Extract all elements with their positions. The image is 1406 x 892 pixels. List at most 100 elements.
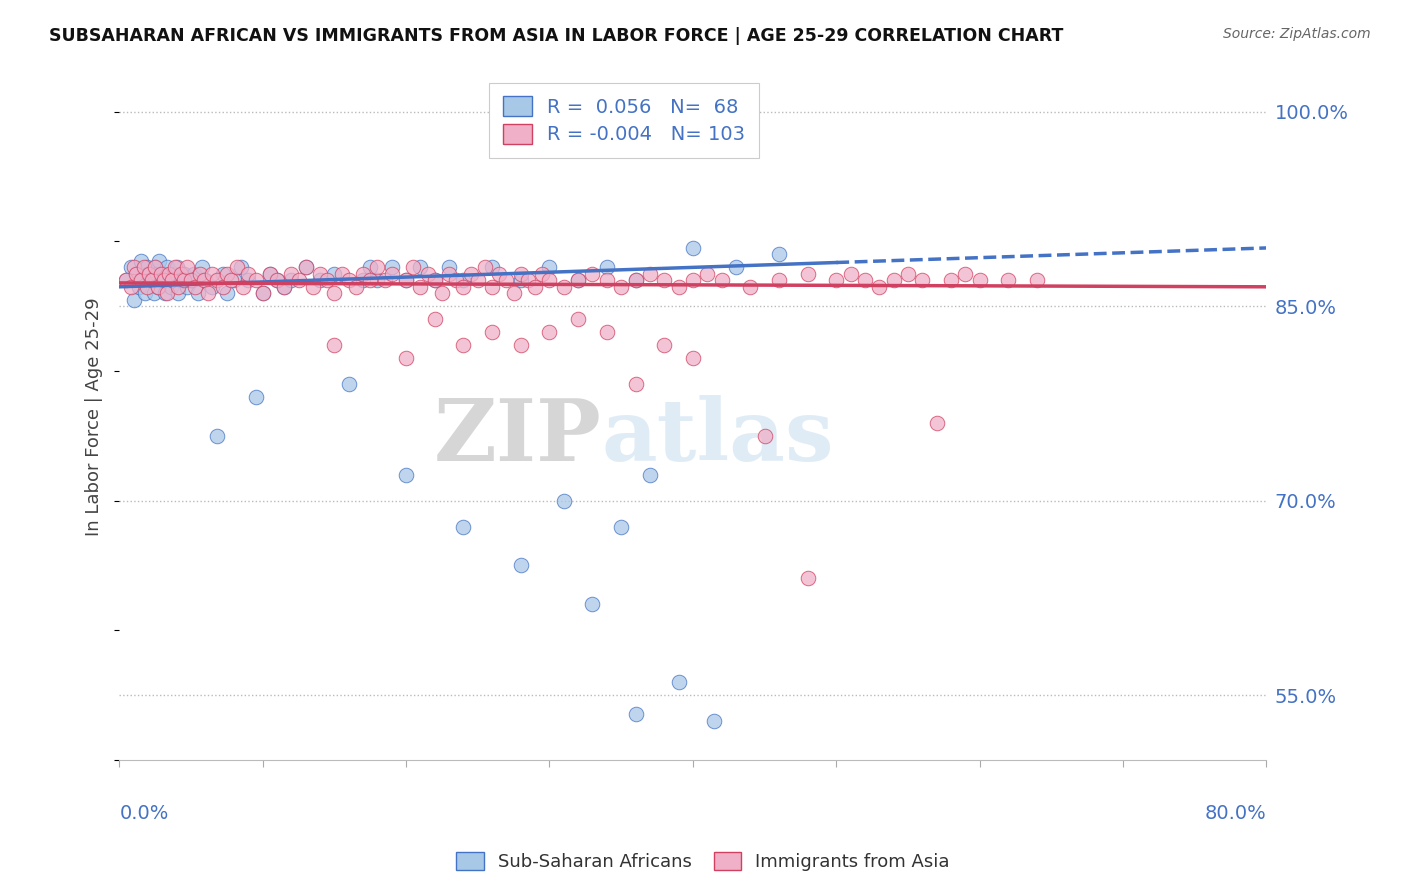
Point <box>162 273 184 287</box>
Point <box>125 267 148 281</box>
Point <box>460 267 482 281</box>
Point <box>232 280 254 294</box>
Point <box>925 416 948 430</box>
Point <box>245 273 267 287</box>
Point <box>170 273 193 287</box>
Point <box>481 325 503 339</box>
Point <box>538 260 561 275</box>
Point <box>142 286 165 301</box>
Point <box>624 273 647 287</box>
Point <box>159 273 181 287</box>
Point <box>176 260 198 275</box>
Point <box>252 286 274 301</box>
Point <box>997 273 1019 287</box>
Point <box>139 273 162 287</box>
Point <box>273 280 295 294</box>
Point <box>211 280 233 294</box>
Point <box>402 260 425 275</box>
Point <box>191 260 214 275</box>
Point <box>509 273 531 287</box>
Point <box>703 714 725 728</box>
Point <box>266 273 288 287</box>
Point <box>509 338 531 352</box>
Point <box>682 273 704 287</box>
Point <box>581 267 603 281</box>
Point <box>180 273 202 287</box>
Point <box>259 267 281 281</box>
Point <box>280 267 302 281</box>
Point <box>682 351 704 365</box>
Point <box>180 273 202 287</box>
Point <box>176 280 198 294</box>
Point <box>359 273 381 287</box>
Point <box>128 280 150 294</box>
Point <box>502 286 524 301</box>
Point <box>430 286 453 301</box>
Point <box>215 286 238 301</box>
Point <box>652 338 675 352</box>
Point <box>316 273 339 287</box>
Point <box>146 280 169 294</box>
Point <box>131 273 153 287</box>
Point <box>467 273 489 287</box>
Point <box>165 260 187 275</box>
Text: Source: ZipAtlas.com: Source: ZipAtlas.com <box>1223 27 1371 41</box>
Point <box>825 273 848 287</box>
Legend: Sub-Saharan Africans, Immigrants from Asia: Sub-Saharan Africans, Immigrants from As… <box>450 845 956 879</box>
Point <box>610 519 633 533</box>
Point <box>344 280 367 294</box>
Point <box>120 280 142 294</box>
Point <box>238 267 260 281</box>
Point <box>152 267 174 281</box>
Point <box>193 273 215 287</box>
Text: SUBSAHARAN AFRICAN VS IMMIGRANTS FROM ASIA IN LABOR FORCE | AGE 25-29 CORRELATIO: SUBSAHARAN AFRICAN VS IMMIGRANTS FROM AS… <box>49 27 1063 45</box>
Point <box>710 273 733 287</box>
Point <box>531 267 554 281</box>
Point <box>638 267 661 281</box>
Point <box>911 273 934 287</box>
Point <box>352 267 374 281</box>
Point <box>187 286 209 301</box>
Point <box>225 260 247 275</box>
Point <box>423 312 446 326</box>
Point <box>453 280 475 294</box>
Point <box>740 280 762 294</box>
Point <box>146 280 169 294</box>
Point <box>167 280 190 294</box>
Point <box>596 273 619 287</box>
Point <box>359 260 381 275</box>
Point <box>222 273 245 287</box>
Point <box>337 377 360 392</box>
Point <box>132 260 155 275</box>
Point <box>152 273 174 287</box>
Point <box>330 267 353 281</box>
Point <box>309 267 332 281</box>
Point <box>122 260 145 275</box>
Point <box>638 467 661 482</box>
Text: 80.0%: 80.0% <box>1205 805 1267 823</box>
Point <box>143 260 166 275</box>
Point <box>273 280 295 294</box>
Point <box>366 260 388 275</box>
Point <box>205 273 228 287</box>
Point <box>409 260 432 275</box>
Point <box>145 267 167 281</box>
Point <box>337 273 360 287</box>
Point <box>125 267 148 281</box>
Point <box>724 260 747 275</box>
Point <box>381 260 404 275</box>
Point <box>796 571 818 585</box>
Point <box>323 338 346 352</box>
Point <box>188 267 211 281</box>
Point <box>696 267 718 281</box>
Point <box>567 273 589 287</box>
Point <box>374 273 396 287</box>
Text: ZIP: ZIP <box>433 395 602 479</box>
Point <box>969 273 991 287</box>
Point <box>409 280 432 294</box>
Point <box>652 273 675 287</box>
Point <box>115 273 138 287</box>
Point <box>538 273 561 287</box>
Point <box>495 273 517 287</box>
Point <box>939 273 962 287</box>
